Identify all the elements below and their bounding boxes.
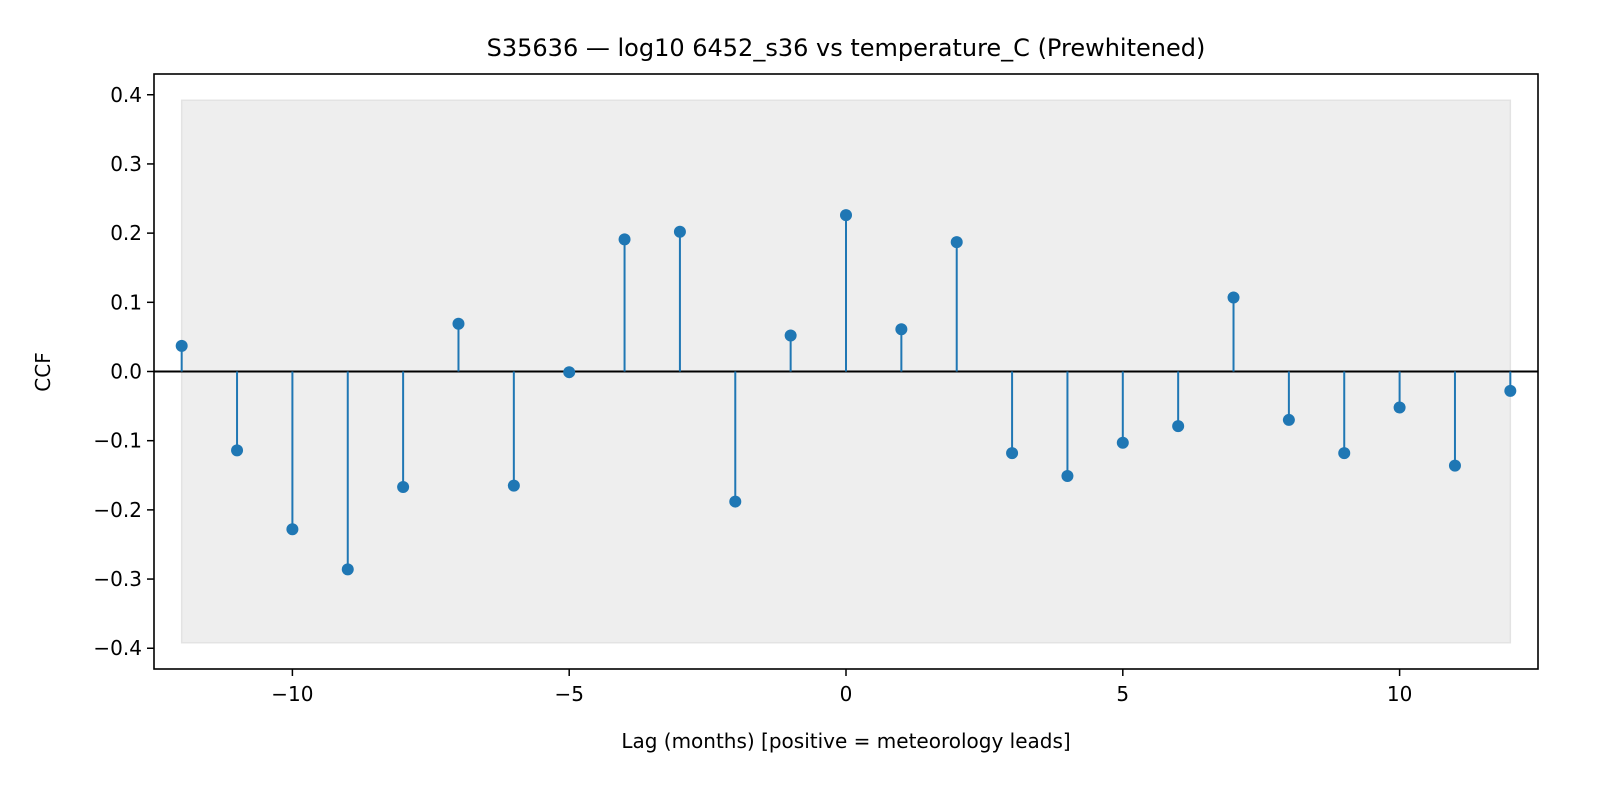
- ccf-point: [1006, 447, 1019, 460]
- ccf-point: [563, 366, 576, 379]
- ccf-point: [1116, 436, 1129, 449]
- x-tick-label: −5: [554, 682, 583, 706]
- y-tick-label: 0.3: [110, 152, 142, 176]
- ccf-point: [231, 444, 244, 457]
- y-tick-label: 0.2: [110, 221, 142, 245]
- ccf-point: [286, 523, 299, 536]
- ccf-markers: [175, 209, 1517, 576]
- x-tick-label: 0: [840, 682, 853, 706]
- ccf-stems: [180, 215, 1512, 570]
- y-axis-label: CCF: [31, 352, 55, 391]
- ccf-point: [1227, 291, 1240, 304]
- plot-area: [153, 73, 1539, 670]
- ccf-point: [397, 481, 410, 494]
- ccf-point: [840, 209, 852, 222]
- x-tick-label: 10: [1387, 682, 1412, 706]
- ccf-point: [452, 317, 465, 330]
- ccf-point: [673, 225, 686, 238]
- x-axis-label: Lag (months) [positive = meteorology lea…: [621, 729, 1070, 753]
- x-axis-ticks: −10 −5 0 5 10: [271, 669, 1412, 706]
- y-tick-label: −0.1: [93, 429, 142, 453]
- y-tick-label: −0.4: [93, 636, 142, 660]
- y-tick-label: 0.0: [110, 360, 142, 384]
- ccf-point: [1282, 413, 1295, 426]
- ccf-point: [1061, 469, 1074, 482]
- chart-title: S35636 — log10 6452_s36 vs temperature_C…: [487, 34, 1206, 62]
- ccf-point: [1448, 459, 1461, 472]
- ccf-point: [175, 339, 188, 352]
- x-tick-label: 5: [1116, 682, 1129, 706]
- x-tick-label: −10: [271, 682, 313, 706]
- ccf-point: [1338, 447, 1351, 460]
- ccf-point: [950, 236, 963, 249]
- y-tick-label: 0.1: [110, 290, 142, 314]
- ccf-point: [784, 329, 797, 342]
- y-tick-label: −0.2: [93, 498, 142, 522]
- ccf-point: [1504, 384, 1517, 397]
- ccf-point: [895, 323, 908, 336]
- y-tick-label: −0.3: [93, 567, 142, 591]
- y-tick-label: 0.4: [110, 83, 142, 107]
- ccf-point: [1172, 420, 1185, 433]
- ccf-point: [341, 563, 354, 576]
- ccf-point: [618, 233, 631, 246]
- y-axis-ticks: 0.4 0.3 0.2 0.1 0.0 −0.1 −0.2 −0.3 −0.4: [93, 83, 154, 660]
- ccf-point: [1393, 401, 1406, 414]
- ccf-point: [729, 495, 742, 508]
- ccf-point: [507, 479, 520, 492]
